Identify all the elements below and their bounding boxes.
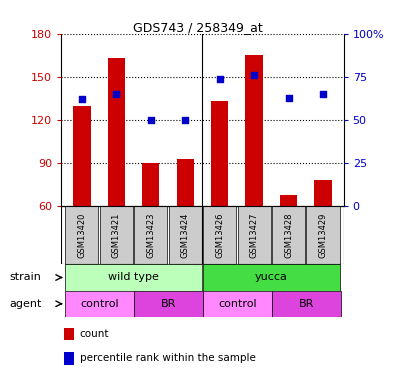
Text: yucca: yucca <box>255 273 288 282</box>
Text: percentile rank within the sample: percentile rank within the sample <box>79 353 256 363</box>
Bar <box>108 58 125 206</box>
Text: GSM13421: GSM13421 <box>112 213 121 258</box>
Text: GSM13426: GSM13426 <box>215 213 224 258</box>
Bar <box>64 328 74 340</box>
Bar <box>177 159 194 206</box>
Bar <box>203 264 340 291</box>
Text: GSM13427: GSM13427 <box>250 213 259 258</box>
Text: count: count <box>79 329 109 339</box>
Bar <box>73 106 90 206</box>
Point <box>79 96 85 102</box>
Text: GSM13428: GSM13428 <box>284 213 293 258</box>
Text: GSM13429: GSM13429 <box>318 213 327 258</box>
Bar <box>245 56 263 206</box>
Bar <box>169 206 202 264</box>
Point <box>113 91 120 97</box>
Text: strain: strain <box>10 273 42 282</box>
Point <box>251 72 257 78</box>
Text: GDS743 / 258349_at: GDS743 / 258349_at <box>133 21 262 34</box>
Text: BR: BR <box>161 299 177 309</box>
Bar <box>65 264 202 291</box>
Text: GSM13420: GSM13420 <box>77 213 87 258</box>
Bar <box>203 206 236 264</box>
Bar <box>203 291 272 317</box>
Bar <box>280 195 297 206</box>
Bar <box>211 101 228 206</box>
Bar <box>65 206 98 264</box>
Bar <box>134 291 203 317</box>
Bar <box>65 291 134 317</box>
Point <box>182 117 188 123</box>
Bar <box>64 352 74 364</box>
Point <box>285 94 292 100</box>
Bar <box>100 206 133 264</box>
Text: BR: BR <box>299 299 314 309</box>
Text: control: control <box>218 299 257 309</box>
Bar <box>237 206 271 264</box>
Text: wild type: wild type <box>108 273 159 282</box>
Point <box>216 76 223 82</box>
Bar <box>142 163 160 206</box>
Point <box>320 91 326 97</box>
Text: control: control <box>81 299 119 309</box>
Text: GSM13423: GSM13423 <box>146 213 155 258</box>
Point <box>148 117 154 123</box>
Bar <box>307 206 340 264</box>
Bar <box>314 180 331 206</box>
Text: GSM13424: GSM13424 <box>181 213 190 258</box>
Bar <box>134 206 167 264</box>
Bar <box>272 291 341 317</box>
Bar <box>272 206 305 264</box>
Text: agent: agent <box>10 299 42 309</box>
